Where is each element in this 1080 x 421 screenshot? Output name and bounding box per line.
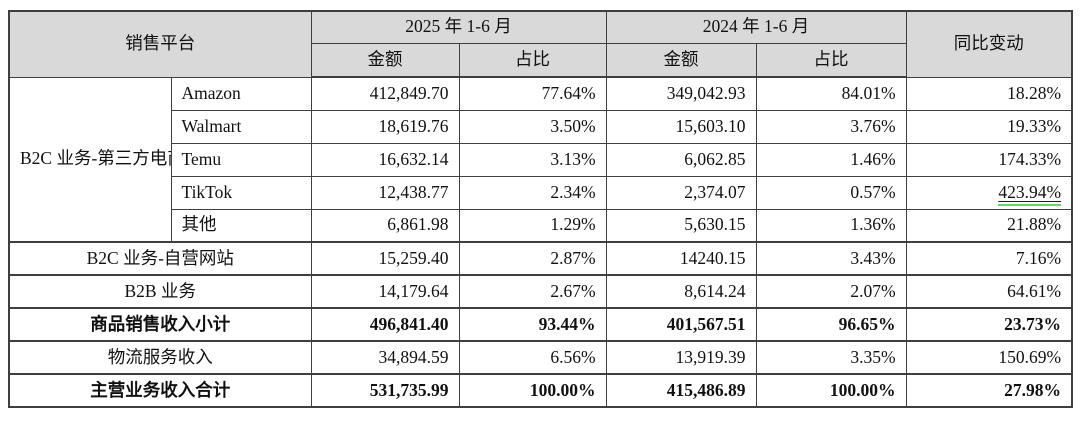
yoy-cell: 27.98%	[905, 373, 1073, 408]
header-period-2025: 2025 年 1-6 月	[310, 10, 607, 44]
amount-2025-cell: 6,861.98	[310, 208, 460, 243]
group-label-b2c-third-party: B2C 业务-第三方电商平台	[8, 76, 172, 243]
table-row-b2c-own-site: B2C 业务-自营网站 15,259.40 2.87% 14240.15 3.4…	[8, 241, 1073, 276]
header-amount-2024: 金额	[605, 42, 757, 78]
row-label-cell: 主营业务收入合计	[8, 373, 312, 408]
table-row-logistics-service: 物流服务收入 34,894.59 6.56% 13,919.39 3.35% 1…	[8, 340, 1073, 375]
amount-2025-cell: 14,179.64	[310, 274, 460, 309]
table-row-tiktok: TikTok 12,438.77 2.34% 2,374.07 0.57% 42…	[9, 175, 1073, 210]
platform-cell: Temu	[170, 142, 312, 177]
table-row-others: 其他 6,861.98 1.29% 5,630.15 1.36% 21.88%	[9, 208, 1073, 243]
header-row-periods: 销售平台 2025 年 1-6 月 2024 年 1-6 月 同比变动	[8, 10, 1073, 78]
share-2024-cell: 1.36%	[755, 208, 907, 243]
share-2025-cell: 2.67%	[458, 274, 607, 309]
yoy-cell: 18.28%	[905, 76, 1073, 111]
amount-2025-cell: 16,632.14	[310, 142, 460, 177]
share-2025-cell: 93.44%	[458, 307, 607, 342]
platform-cell: 其他	[170, 208, 312, 243]
platform-cell: TikTok	[170, 175, 312, 210]
amount-2025-cell: 18,619.76	[310, 109, 460, 144]
platform-cell: Walmart	[170, 109, 312, 144]
share-2025-cell: 3.13%	[458, 142, 607, 177]
table-row-main-revenue-total: 主营业务收入合计 531,735.99 100.00% 415,486.89 1…	[8, 373, 1073, 408]
amount-2024-cell: 6,062.85	[605, 142, 757, 177]
yoy-cell: 174.33%	[905, 142, 1073, 177]
share-2025-cell: 1.29%	[458, 208, 607, 243]
share-2024-cell: 3.76%	[755, 109, 907, 144]
yoy-cell: 23.73%	[905, 307, 1073, 342]
header-row-measures: 金额 占比 金额 占比	[9, 42, 1072, 78]
row-label-cell: 商品销售收入小计	[8, 307, 312, 342]
amount-2024-cell: 2,374.07	[605, 175, 757, 210]
amount-2024-cell: 415,486.89	[605, 373, 757, 408]
amount-2025-cell: 15,259.40	[310, 241, 460, 276]
platform-cell: Amazon	[170, 76, 312, 111]
amount-2024-cell: 8,614.24	[605, 274, 757, 309]
row-label-cell: B2B 业务	[8, 274, 312, 309]
header-amount-2025: 金额	[310, 42, 460, 78]
amount-2024-cell: 5,630.15	[605, 208, 757, 243]
yoy-cell: 150.69%	[905, 340, 1073, 375]
share-2025-cell: 100.00%	[458, 373, 607, 408]
row-label-cell: B2C 业务-自营网站	[8, 241, 312, 276]
share-2025-cell: 3.50%	[458, 109, 607, 144]
header-platform: 销售平台	[8, 10, 312, 78]
amount-2025-cell: 34,894.59	[310, 340, 460, 375]
row-label-cell: 物流服务收入	[8, 340, 312, 375]
table-row-walmart: Walmart 18,619.76 3.50% 15,603.10 3.76% …	[9, 109, 1073, 144]
yoy-cell: 19.33%	[905, 109, 1073, 144]
table-row-b2b: B2B 业务 14,179.64 2.67% 8,614.24 2.07% 64…	[8, 274, 1073, 309]
amount-2024-cell: 349,042.93	[605, 76, 757, 111]
table-row-temu: Temu 16,632.14 3.13% 6,062.85 1.46% 174.…	[9, 142, 1073, 177]
table-row-amazon: B2C 业务-第三方电商平台 Amazon 412,849.70 77.64% …	[8, 76, 1073, 243]
tiktok-yoy-underlined-value: 423.94%	[998, 181, 1062, 206]
yoy-cell: 423.94%	[905, 175, 1073, 210]
amount-2024-cell: 13,919.39	[605, 340, 757, 375]
share-2024-cell: 0.57%	[755, 175, 907, 210]
share-2024-cell: 96.65%	[755, 307, 907, 342]
sales-platform-revenue-table: 销售平台 2025 年 1-6 月 2024 年 1-6 月 同比变动 金额 占…	[8, 10, 1074, 408]
amount-2024-cell: 401,567.51	[605, 307, 757, 342]
share-2024-cell: 100.00%	[755, 373, 907, 408]
amount-2025-cell: 12,438.77	[310, 175, 460, 210]
share-2025-cell: 2.87%	[458, 241, 607, 276]
header-share-2024: 占比	[755, 42, 907, 78]
amount-2025-cell: 531,735.99	[310, 373, 460, 408]
share-2024-cell: 3.35%	[755, 340, 907, 375]
share-2024-cell: 2.07%	[755, 274, 907, 309]
share-2025-cell: 6.56%	[458, 340, 607, 375]
amount-2024-cell: 14240.15	[605, 241, 757, 276]
header-yoy: 同比变动	[905, 10, 1073, 78]
yoy-cell: 64.61%	[905, 274, 1073, 309]
header-period-2024: 2024 年 1-6 月	[605, 10, 907, 44]
amount-2025-cell: 496,841.40	[310, 307, 460, 342]
table-row-goods-sales-subtotal: 商品销售收入小计 496,841.40 93.44% 401,567.51 96…	[8, 307, 1073, 342]
yoy-cell: 21.88%	[905, 208, 1073, 243]
share-2025-cell: 2.34%	[458, 175, 607, 210]
amount-2024-cell: 15,603.10	[605, 109, 757, 144]
header-share-2025: 占比	[458, 42, 607, 78]
share-2025-cell: 77.64%	[458, 76, 607, 111]
amount-2025-cell: 412,849.70	[310, 76, 460, 111]
share-2024-cell: 3.43%	[755, 241, 907, 276]
share-2024-cell: 84.01%	[755, 76, 907, 111]
yoy-cell: 7.16%	[905, 241, 1073, 276]
share-2024-cell: 1.46%	[755, 142, 907, 177]
